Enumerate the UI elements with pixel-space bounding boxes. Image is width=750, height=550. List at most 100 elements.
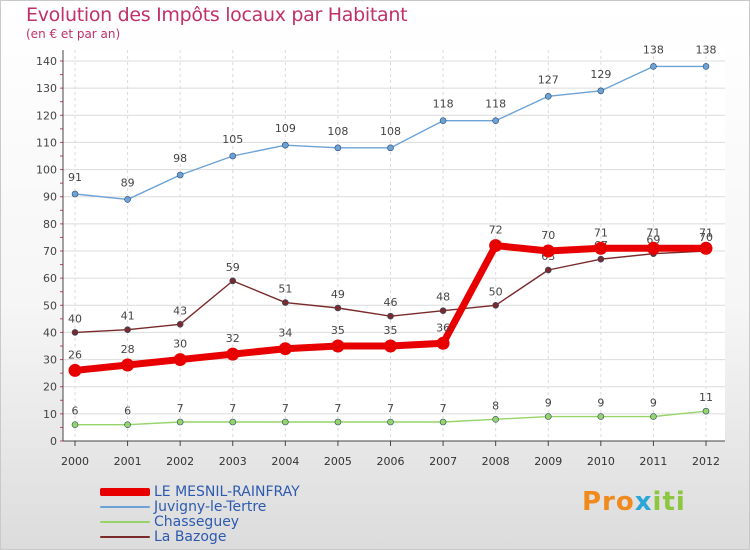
data-label: 72 [489, 224, 503, 237]
data-label: 48 [436, 291, 450, 304]
data-point [71, 329, 79, 336]
data-point [597, 255, 605, 263]
data-label: 91 [68, 171, 82, 184]
data-point [492, 415, 499, 423]
data-point [229, 152, 237, 160]
y-tick-label: 100 [36, 164, 57, 177]
data-point [702, 63, 710, 70]
data-label: 9 [597, 397, 604, 410]
x-tick-label: 2012 [692, 455, 720, 468]
data-label: 46 [384, 296, 398, 309]
data-label: 6 [72, 405, 79, 418]
data-point [650, 63, 657, 70]
data-label: 71 [699, 226, 713, 239]
data-point [278, 342, 292, 356]
data-label: 51 [278, 283, 292, 296]
x-tick-label: 2003 [219, 455, 247, 468]
data-label: 138 [696, 43, 717, 56]
logo-part-3: iti [652, 487, 686, 517]
y-tick-label: 30 [43, 354, 57, 367]
data-point [387, 418, 394, 426]
y-tick-label: 70 [43, 245, 57, 258]
data-point [124, 326, 131, 334]
data-label: 7 [387, 402, 394, 415]
legend-label: Juvigny-le-Tertre [154, 499, 267, 515]
chart-title: Evolution des Impôts locaux par Habitant [26, 4, 408, 26]
data-label: 89 [121, 176, 135, 189]
data-point [282, 141, 289, 149]
data-point [334, 304, 342, 312]
x-tick-label: 2002 [166, 455, 194, 468]
x-tick-label: 2010 [587, 455, 615, 468]
y-tick-label: 120 [36, 109, 57, 122]
data-label: 7 [229, 402, 236, 415]
data-point [384, 339, 397, 353]
data-point [176, 418, 184, 426]
data-label: 40 [68, 312, 82, 325]
data-point [229, 418, 237, 426]
data-point [544, 266, 552, 274]
data-point [334, 144, 342, 152]
x-tick-label: 2004 [271, 455, 299, 468]
data-label: 71 [646, 226, 660, 239]
legend-label: Chasseguey [154, 514, 240, 530]
data-point [229, 277, 237, 285]
data-point [544, 92, 552, 100]
x-tick-label: 2008 [482, 455, 510, 468]
data-label: 59 [226, 261, 240, 274]
data-label: 70 [541, 229, 555, 242]
data-point [650, 413, 657, 420]
data-label: 35 [331, 324, 345, 337]
logo-part-1: Pro [582, 487, 635, 517]
data-point [387, 312, 394, 320]
x-tick-label: 2000 [61, 455, 89, 468]
y-tick-label: 50 [43, 299, 57, 312]
x-tick-label: 2007 [429, 455, 457, 468]
data-label: 138 [643, 43, 664, 56]
legend-label: La Bazoge [154, 529, 227, 545]
data-point [71, 421, 79, 429]
data-point [597, 413, 605, 420]
data-point [334, 418, 342, 426]
data-point [489, 239, 503, 253]
data-point [699, 241, 713, 255]
data-point [492, 117, 499, 125]
legend-swatch [100, 488, 150, 496]
x-tick-label: 2006 [377, 455, 405, 468]
data-label: 6 [124, 405, 131, 418]
data-label: 7 [177, 402, 184, 415]
y-tick-label: 0 [50, 435, 57, 448]
data-label: 105 [222, 133, 243, 146]
legend-swatch [100, 536, 150, 538]
data-point [702, 407, 710, 415]
y-tick-label: 140 [36, 55, 57, 68]
y-tick-label: 60 [43, 272, 57, 285]
data-point [226, 347, 240, 361]
data-label: 28 [121, 343, 135, 356]
proxiti-logo: Proxiti [582, 487, 686, 517]
data-point [124, 421, 131, 429]
logo-part-2: x [634, 487, 653, 517]
data-point [331, 339, 345, 353]
data-point [124, 196, 131, 203]
legend-swatch [100, 506, 150, 508]
data-label: 127 [538, 73, 559, 86]
data-point [597, 87, 605, 95]
data-label: 11 [699, 391, 713, 404]
x-tick-label: 2009 [534, 455, 562, 468]
y-tick-label: 20 [43, 381, 57, 394]
data-point [492, 301, 499, 309]
x-tick-label: 2005 [324, 455, 352, 468]
data-label: 7 [440, 402, 447, 415]
y-tick-label: 10 [43, 408, 57, 421]
data-point [541, 244, 555, 258]
data-point [646, 241, 660, 255]
data-label: 36 [436, 321, 450, 334]
data-point [439, 307, 447, 315]
data-point [387, 144, 394, 152]
data-label: 35 [384, 324, 398, 337]
legend-label: LE MESNIL-RAINFRAY [154, 484, 300, 500]
data-label: 9 [545, 397, 552, 410]
y-tick-label: 40 [43, 326, 57, 339]
data-point [594, 241, 608, 255]
